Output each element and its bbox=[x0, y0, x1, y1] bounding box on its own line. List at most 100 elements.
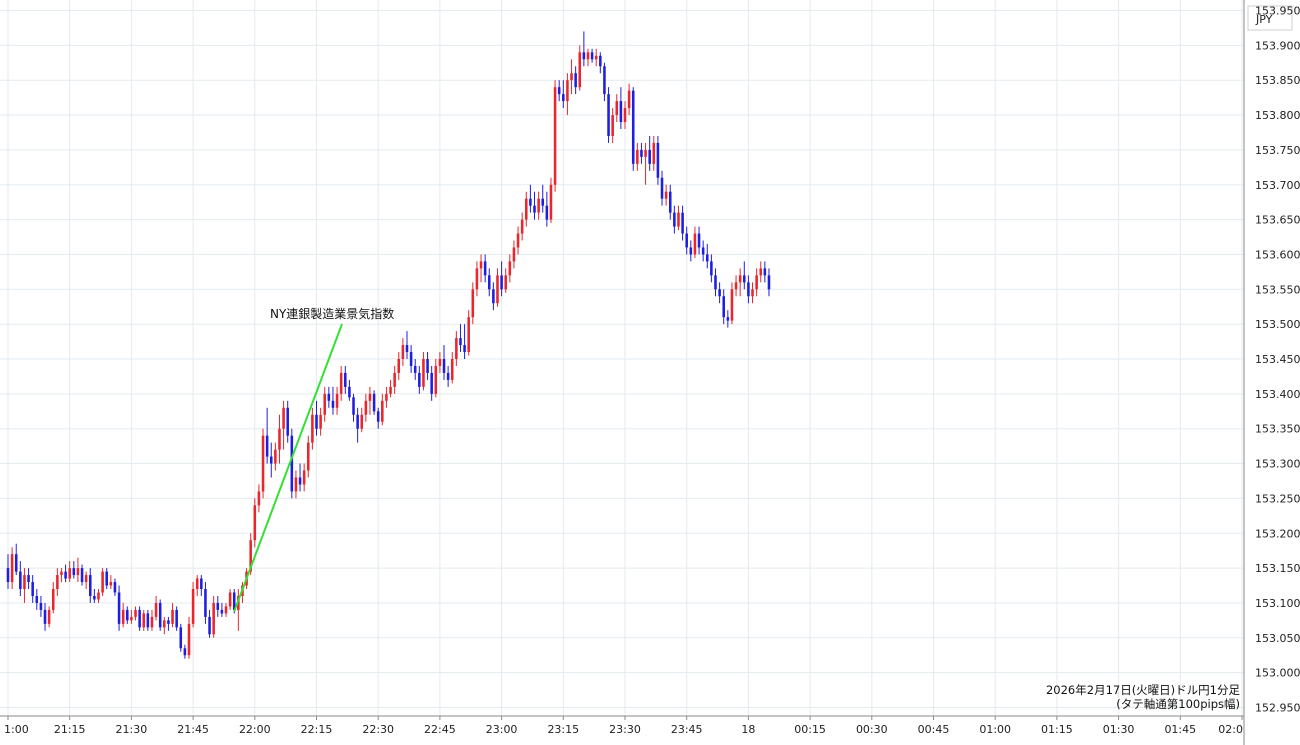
candle bbox=[368, 386, 372, 415]
candle bbox=[525, 191, 528, 227]
x-tick-label: 23:30 bbox=[609, 723, 641, 736]
candle bbox=[216, 595, 220, 617]
y-tick-label: 153.250 bbox=[1255, 492, 1300, 505]
candle bbox=[730, 282, 734, 325]
candle-body bbox=[615, 101, 619, 116]
y-tick-label: 153.150 bbox=[1255, 562, 1300, 575]
candle bbox=[504, 268, 507, 293]
candle bbox=[718, 282, 721, 304]
candle-body bbox=[553, 87, 557, 185]
candle bbox=[557, 80, 561, 102]
candle-body bbox=[673, 212, 676, 227]
candle bbox=[409, 345, 413, 373]
candle bbox=[759, 261, 763, 283]
candle-body bbox=[43, 609, 47, 624]
candle bbox=[60, 568, 63, 583]
candle-body bbox=[492, 289, 495, 304]
candle bbox=[208, 609, 211, 638]
y-tick-label: 153.850 bbox=[1255, 74, 1300, 87]
candle-body bbox=[323, 393, 327, 415]
candle-body bbox=[471, 289, 475, 318]
candle-body bbox=[19, 571, 22, 590]
annotation-label: NY連銀製造業景気指数 bbox=[270, 306, 394, 321]
candle-body bbox=[134, 609, 137, 617]
candle-body bbox=[747, 282, 750, 297]
x-tick-label: 01:00 bbox=[979, 723, 1011, 736]
candle-body bbox=[97, 592, 100, 600]
candle-body bbox=[512, 247, 516, 262]
y-tick-label: 153.700 bbox=[1255, 179, 1300, 192]
candle bbox=[648, 135, 651, 171]
candle bbox=[467, 310, 470, 356]
candle-body bbox=[269, 456, 273, 464]
candle-body bbox=[430, 372, 433, 394]
candle-body bbox=[142, 613, 146, 628]
candle bbox=[701, 240, 705, 262]
candle-body bbox=[204, 589, 207, 617]
candle-body bbox=[302, 470, 306, 485]
x-tick-labels: 1:00 21:15 21:30 21:45 22:00 22:15 22:30 22:45 2… bbox=[4, 716, 1243, 736]
candle bbox=[348, 379, 351, 401]
candle bbox=[714, 268, 717, 297]
candle bbox=[603, 62, 606, 102]
candle-body bbox=[167, 620, 170, 624]
candle bbox=[381, 393, 384, 426]
candle bbox=[767, 268, 771, 297]
candle-body bbox=[101, 571, 104, 593]
candle bbox=[200, 575, 203, 596]
candle-body bbox=[368, 393, 372, 401]
candle-body bbox=[360, 414, 364, 429]
candle-body bbox=[352, 397, 355, 415]
candle bbox=[319, 407, 322, 436]
candle bbox=[6, 554, 10, 590]
candle-body bbox=[446, 372, 450, 380]
candle bbox=[356, 407, 359, 443]
candle-body bbox=[175, 609, 178, 628]
y-tick-label: 152.950 bbox=[1255, 702, 1300, 715]
candle-body bbox=[171, 609, 174, 624]
candle bbox=[483, 254, 487, 283]
candle-body bbox=[574, 73, 577, 88]
candle bbox=[512, 240, 516, 269]
candle bbox=[109, 575, 113, 590]
candle-body bbox=[327, 393, 331, 401]
y-tick-label: 153.800 bbox=[1255, 109, 1300, 122]
candle-body bbox=[767, 275, 771, 290]
candle bbox=[93, 589, 96, 603]
candle bbox=[80, 564, 84, 586]
candle bbox=[335, 386, 339, 415]
x-tick-label: 18 bbox=[741, 723, 755, 736]
x-tick-label: 22:45 bbox=[424, 723, 456, 736]
candle bbox=[710, 254, 713, 283]
candle-body bbox=[590, 52, 594, 60]
candle bbox=[636, 142, 639, 171]
annotation-pointer-line bbox=[233, 323, 343, 612]
candle-body bbox=[582, 52, 586, 60]
candle-body bbox=[31, 582, 34, 596]
candle bbox=[150, 609, 154, 631]
candle bbox=[47, 606, 51, 628]
candle-body bbox=[751, 289, 754, 297]
candle bbox=[611, 108, 614, 143]
y-tick-label: 153.100 bbox=[1255, 597, 1300, 610]
candle-body bbox=[685, 233, 688, 248]
candle bbox=[35, 589, 39, 610]
candle bbox=[607, 87, 610, 143]
candle-body bbox=[105, 571, 108, 586]
y-tick-label: 153.350 bbox=[1255, 423, 1300, 436]
candle bbox=[327, 386, 331, 408]
candle-body bbox=[520, 219, 524, 234]
candle-body bbox=[726, 317, 730, 321]
candle-body bbox=[117, 592, 121, 624]
candle-body bbox=[467, 317, 470, 353]
candle bbox=[39, 595, 43, 617]
candle-body bbox=[154, 602, 158, 617]
candle-body bbox=[282, 407, 285, 429]
candle-body bbox=[668, 191, 672, 213]
candle bbox=[562, 80, 565, 109]
candle-body bbox=[603, 66, 606, 95]
candle bbox=[126, 606, 129, 624]
candle-body bbox=[64, 571, 67, 579]
